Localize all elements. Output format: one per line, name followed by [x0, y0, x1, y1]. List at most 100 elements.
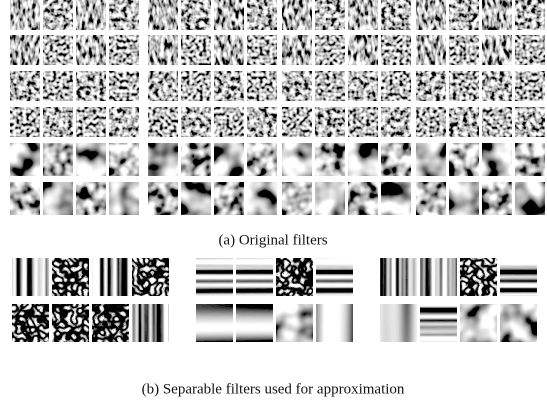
filter-tile — [132, 304, 169, 342]
filter-tile — [315, 107, 345, 137]
filter-tile — [449, 107, 479, 137]
filter-tile — [43, 71, 73, 101]
filter-tile — [181, 182, 211, 215]
filter-tile — [348, 143, 378, 176]
filter-tile — [10, 143, 40, 176]
filter-tile — [109, 35, 139, 65]
filter-tile — [10, 71, 40, 101]
filter-tile — [236, 304, 273, 342]
filter-tile — [315, 71, 345, 101]
filter-tile — [247, 182, 277, 215]
filter-tile — [420, 304, 457, 342]
filter-tile — [12, 258, 49, 296]
filter-tile — [43, 0, 73, 30]
filter-tile — [316, 304, 353, 342]
filter-tile — [515, 143, 545, 176]
filter-tile — [148, 0, 178, 30]
filter-tile — [515, 0, 545, 30]
filter-tile — [416, 0, 446, 30]
filter-tile — [381, 35, 411, 65]
filter-tile — [380, 258, 417, 296]
filter-tile — [214, 35, 244, 65]
filter-tile — [196, 258, 233, 296]
filter-tile — [482, 35, 512, 65]
filter-tile — [214, 182, 244, 215]
filter-tile — [416, 182, 446, 215]
filter-tile — [460, 258, 497, 296]
filter-tile — [214, 143, 244, 176]
filter-tile — [348, 107, 378, 137]
filter-tile — [482, 71, 512, 101]
filter-tile — [43, 35, 73, 65]
filter-tile — [148, 71, 178, 101]
filter-tile — [92, 258, 129, 296]
filter-tile — [515, 71, 545, 101]
filter-tile — [515, 35, 545, 65]
filter-tile — [12, 304, 49, 342]
filter-tile — [76, 182, 106, 215]
filter-tile — [315, 0, 345, 30]
filter-tile — [247, 143, 277, 176]
filter-tile — [181, 107, 211, 137]
caption: (b) Separable filters used for approxima… — [142, 381, 405, 397]
filter-tile — [449, 182, 479, 215]
filter-tile — [380, 304, 417, 342]
filter-tile — [148, 143, 178, 176]
filter-tile — [52, 258, 89, 296]
filter-tile — [482, 107, 512, 137]
filter-tile — [43, 143, 73, 176]
filter-tile — [76, 71, 106, 101]
filter-tile — [282, 182, 312, 215]
filter-tile — [181, 35, 211, 65]
filter-tile — [109, 107, 139, 137]
filter-tile — [214, 71, 244, 101]
filter-tile — [348, 182, 378, 215]
filter-tile — [52, 304, 89, 342]
filter-tile — [247, 0, 277, 30]
filter-tile — [381, 0, 411, 30]
filter-tile — [449, 0, 479, 30]
filter-tile — [181, 143, 211, 176]
filter-tiles — [10, 0, 545, 342]
filter-tile — [348, 0, 378, 30]
filter-tile — [43, 107, 73, 137]
filter-tile — [76, 107, 106, 137]
filter-tile — [282, 143, 312, 176]
filter-tile — [348, 35, 378, 65]
filter-tile — [10, 35, 40, 65]
filter-tile — [10, 182, 40, 215]
filter-tile — [282, 107, 312, 137]
filter-tile — [416, 35, 446, 65]
filter-tile — [449, 35, 479, 65]
filter-tile — [247, 71, 277, 101]
filter-tile — [92, 304, 129, 342]
filter-tile — [316, 258, 353, 296]
filter-tile — [348, 71, 378, 101]
filter-tile — [282, 35, 312, 65]
filter-tile — [381, 182, 411, 215]
filter-tile — [43, 182, 73, 215]
filter-tile — [282, 71, 312, 101]
filter-tile — [148, 35, 178, 65]
filter-tile — [148, 182, 178, 215]
filter-tile — [416, 143, 446, 176]
filter-tile — [315, 182, 345, 215]
filter-tile — [449, 71, 479, 101]
filter-tile — [449, 143, 479, 176]
filter-tile — [315, 35, 345, 65]
filter-tile — [76, 143, 106, 176]
filter-tile — [236, 258, 273, 296]
filter-tile — [109, 0, 139, 30]
filter-tile — [515, 182, 545, 215]
filter-tile — [181, 0, 211, 30]
filter-tile — [148, 107, 178, 137]
filter-tile — [482, 182, 512, 215]
filter-tile — [196, 304, 233, 342]
filter-tile — [420, 258, 457, 296]
filter-tile — [214, 107, 244, 137]
filter-tile — [282, 0, 312, 30]
filter-tile — [515, 107, 545, 137]
filter-tile — [416, 71, 446, 101]
filter-tile — [416, 107, 446, 137]
caption: (a) Original filters — [218, 232, 327, 248]
